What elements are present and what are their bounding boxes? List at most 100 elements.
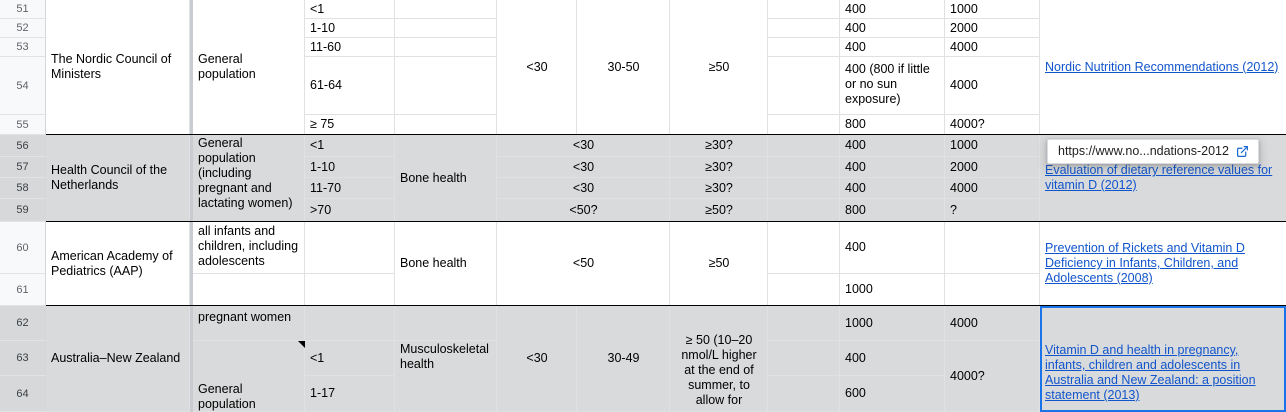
cell-deficiency-aap[interactable]: <50 [497, 222, 670, 306]
cell-reference-aap[interactable]: Prevention of Rickets and Vitamin D Defi… [1040, 222, 1286, 306]
cell-ul-aap-1[interactable] [945, 222, 1040, 274]
cell-insufficiency-nordic[interactable]: 30-50 [577, 0, 670, 135]
cell-rdi-netherlands-2[interactable]: 400 [840, 157, 945, 178]
cell-age-anz-1[interactable] [305, 306, 395, 341]
cell-ul-aap-2[interactable] [945, 274, 1040, 306]
cell-spacer-anz-1[interactable] [768, 306, 840, 341]
cell-spacer-aap-1[interactable] [768, 222, 840, 274]
cell-outcome-anz[interactable]: Musculoskeletal health [395, 341, 497, 412]
cell-outcome-nordic-1[interactable] [395, 0, 497, 19]
cell-spacer-nordic-4[interactable] [768, 57, 840, 115]
cell-rdi-netherlands-4[interactable]: 800 [840, 199, 945, 222]
cell-age-netherlands-1[interactable]: <1 [305, 135, 395, 157]
row-header-60[interactable]: 60 [0, 222, 46, 274]
cell-sufficiency-aap[interactable]: ≥50 [670, 222, 768, 306]
reference-link-aap[interactable]: Prevention of Rickets and Vitamin D Defi… [1045, 241, 1245, 285]
cell-ul-nordic-1[interactable]: 1000 [945, 0, 1040, 19]
reference-link-nordic[interactable]: Nordic Nutrition Recommendations (2012) [1045, 59, 1279, 74]
row-header-57[interactable]: 57 [0, 157, 46, 178]
row-header-64[interactable]: 64 [0, 376, 46, 412]
cell-ul-nordic-4[interactable]: 4000 [945, 57, 1040, 115]
cell-deficiency-netherlands-3[interactable]: <30 [497, 178, 670, 199]
cell-ul-netherlands-1[interactable]: 1000 [945, 135, 1040, 157]
cell-deficiency-nordic[interactable]: <30 [497, 0, 577, 135]
cell-rdi-nordic-3[interactable]: 400 [840, 38, 945, 57]
row-header-62[interactable]: 62 [0, 306, 46, 341]
cell-ul-netherlands-2[interactable]: 2000 [945, 157, 1040, 178]
cell-age-nordic-4[interactable]: 61-64 [305, 57, 395, 115]
cell-outcome-nordic-3[interactable] [395, 38, 497, 57]
cell-outcome-anz-empty[interactable] [395, 306, 497, 341]
row-header-59[interactable]: 59 [0, 199, 46, 222]
cell-reference-anz[interactable]: Vitamin D and health in pregnancy, infan… [1040, 306, 1286, 412]
cell-population-aap[interactable]: all infants and children, including adol… [193, 222, 305, 274]
cell-age-nordic-3[interactable]: 11-60 [305, 38, 395, 57]
cell-population-nordic[interactable]: General population [193, 0, 305, 135]
cell-rdi-anz-3[interactable]: 600 [840, 376, 945, 412]
row-header-63[interactable]: 63 [0, 341, 46, 376]
cell-outcome-netherlands[interactable]: Bone health [395, 135, 497, 222]
cell-sufficiency-netherlands-4[interactable]: ≥50? [670, 199, 768, 222]
cell-spacer-nordic-2[interactable] [768, 19, 840, 38]
cell-deficiency-anz[interactable]: <30 [497, 306, 577, 412]
cell-population-anz-general[interactable]: General population [193, 341, 305, 412]
cell-organisation-aap[interactable]: American Academy of Pediatrics (AAP) [46, 222, 190, 306]
cell-spacer-nordic-1[interactable] [768, 0, 840, 19]
cell-spacer-netherlands-3[interactable] [768, 178, 840, 199]
external-link-icon[interactable] [1236, 145, 1249, 158]
cell-ul-nordic-5[interactable]: 4000? [945, 115, 1040, 135]
row-header-51[interactable]: 51 [0, 0, 46, 19]
cell-outcome-nordic-2[interactable] [395, 19, 497, 38]
cell-sufficiency-netherlands-1[interactable]: ≥30? [670, 135, 768, 157]
cell-ul-nordic-3[interactable]: 4000 [945, 38, 1040, 57]
cell-deficiency-netherlands-4[interactable]: <50? [497, 199, 670, 222]
cell-outcome-nordic-5[interactable] [395, 115, 497, 135]
cell-rdi-aap-1[interactable]: 400 [840, 222, 945, 274]
cell-organisation-nordic[interactable]: The Nordic Council of Ministers [46, 0, 190, 135]
row-header-52[interactable]: 52 [0, 19, 46, 38]
cell-spacer-netherlands-1[interactable] [768, 135, 840, 157]
row-header-56[interactable]: 56 [0, 135, 46, 157]
cell-rdi-anz-1[interactable]: 1000 [840, 306, 945, 341]
cell-sufficiency-netherlands-2[interactable]: ≥30? [670, 157, 768, 178]
row-header-54[interactable]: 54 [0, 57, 46, 115]
cell-spacer-netherlands-4[interactable] [768, 199, 840, 222]
cell-age-nordic-2[interactable]: 1-10 [305, 19, 395, 38]
cell-spacer-aap-2[interactable] [768, 274, 840, 306]
cell-population-netherlands[interactable]: General population (including pregnant a… [193, 135, 305, 222]
cell-ul-netherlands-4[interactable]: ? [945, 199, 1040, 222]
row-header-58[interactable]: 58 [0, 178, 46, 199]
cell-rdi-netherlands-3[interactable]: 400 [840, 178, 945, 199]
cell-sufficiency-netherlands-3[interactable]: ≥30? [670, 178, 768, 199]
cell-spacer-nordic-3[interactable] [768, 38, 840, 57]
frozen-column-divider[interactable] [190, 0, 193, 412]
cell-age-netherlands-4[interactable]: >70 [305, 199, 395, 222]
cell-age-aap-2[interactable] [305, 274, 395, 306]
cell-ul-netherlands-3[interactable]: 4000 [945, 178, 1040, 199]
row-header-53[interactable]: 53 [0, 38, 46, 57]
cell-ul-anz-1[interactable]: 4000 [945, 306, 1040, 341]
reference-link-netherlands[interactable]: Evaluation of dietary reference values f… [1045, 163, 1273, 192]
cell-rdi-aap-2[interactable]: 1000 [840, 274, 945, 306]
cell-age-netherlands-3[interactable]: 11-70 [305, 178, 395, 199]
cell-spacer-anz-3[interactable] [768, 376, 840, 412]
cell-insufficiency-anz[interactable]: 30-49 [577, 306, 670, 412]
cell-rdi-netherlands-1[interactable]: 400 [840, 135, 945, 157]
cell-rdi-nordic-4[interactable]: 400 (800 if little or no sun exposure) [840, 57, 945, 115]
cell-age-aap-1[interactable] [305, 222, 395, 274]
cell-deficiency-netherlands-2[interactable]: <30 [497, 157, 670, 178]
cell-population-aap-empty[interactable] [193, 274, 305, 306]
cell-organisation-netherlands[interactable]: Health Council of the Netherlands [46, 135, 190, 222]
cell-ul-anz-2[interactable]: 4000? [945, 341, 1040, 412]
cell-rdi-nordic-1[interactable]: 400 [840, 0, 945, 19]
link-preview-tooltip[interactable]: https://www.no...ndations-2012 [1047, 139, 1259, 164]
cell-sufficiency-anz[interactable]: ≥ 50 (10–20 nmol/L higher at the end of … [670, 306, 768, 412]
cell-reference-nordic[interactable]: Nordic Nutrition Recommendations (2012) [1040, 0, 1286, 135]
row-header-55[interactable]: 55 [0, 115, 46, 135]
cell-age-nordic-1[interactable]: <1 [305, 0, 395, 19]
cell-ul-nordic-2[interactable]: 2000 [945, 19, 1040, 38]
cell-age-nordic-5[interactable]: ≥ 75 [305, 115, 395, 135]
cell-population-anz-pregnant[interactable]: pregnant women [193, 306, 305, 341]
cell-deficiency-netherlands-1[interactable]: <30 [497, 135, 670, 157]
